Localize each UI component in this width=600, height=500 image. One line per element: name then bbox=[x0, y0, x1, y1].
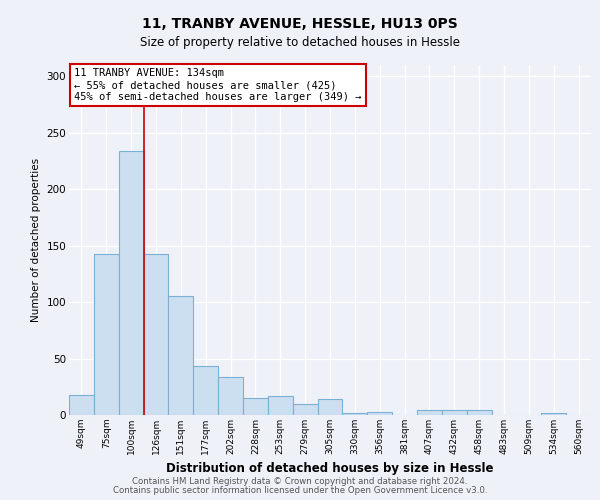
Bar bbox=[417, 410, 442, 415]
Text: Contains HM Land Registry data © Crown copyright and database right 2024.: Contains HM Land Registry data © Crown c… bbox=[132, 477, 468, 486]
Bar bbox=[119, 151, 143, 415]
Bar bbox=[268, 396, 293, 415]
Bar bbox=[367, 412, 392, 415]
Bar bbox=[243, 398, 268, 415]
Bar bbox=[143, 254, 169, 415]
Bar bbox=[317, 399, 343, 415]
Bar bbox=[218, 376, 243, 415]
Bar bbox=[293, 404, 317, 415]
Bar bbox=[193, 366, 218, 415]
X-axis label: Distribution of detached houses by size in Hessle: Distribution of detached houses by size … bbox=[166, 462, 494, 475]
Text: Size of property relative to detached houses in Hessle: Size of property relative to detached ho… bbox=[140, 36, 460, 49]
Bar bbox=[442, 410, 467, 415]
Bar bbox=[94, 254, 119, 415]
Bar bbox=[69, 394, 94, 415]
Bar bbox=[343, 412, 367, 415]
Bar bbox=[541, 412, 566, 415]
Bar bbox=[467, 410, 491, 415]
Bar bbox=[169, 296, 193, 415]
Text: 11 TRANBY AVENUE: 134sqm
← 55% of detached houses are smaller (425)
45% of semi-: 11 TRANBY AVENUE: 134sqm ← 55% of detach… bbox=[74, 68, 362, 102]
Y-axis label: Number of detached properties: Number of detached properties bbox=[31, 158, 41, 322]
Text: 11, TRANBY AVENUE, HESSLE, HU13 0PS: 11, TRANBY AVENUE, HESSLE, HU13 0PS bbox=[142, 18, 458, 32]
Text: Contains public sector information licensed under the Open Government Licence v3: Contains public sector information licen… bbox=[113, 486, 487, 495]
